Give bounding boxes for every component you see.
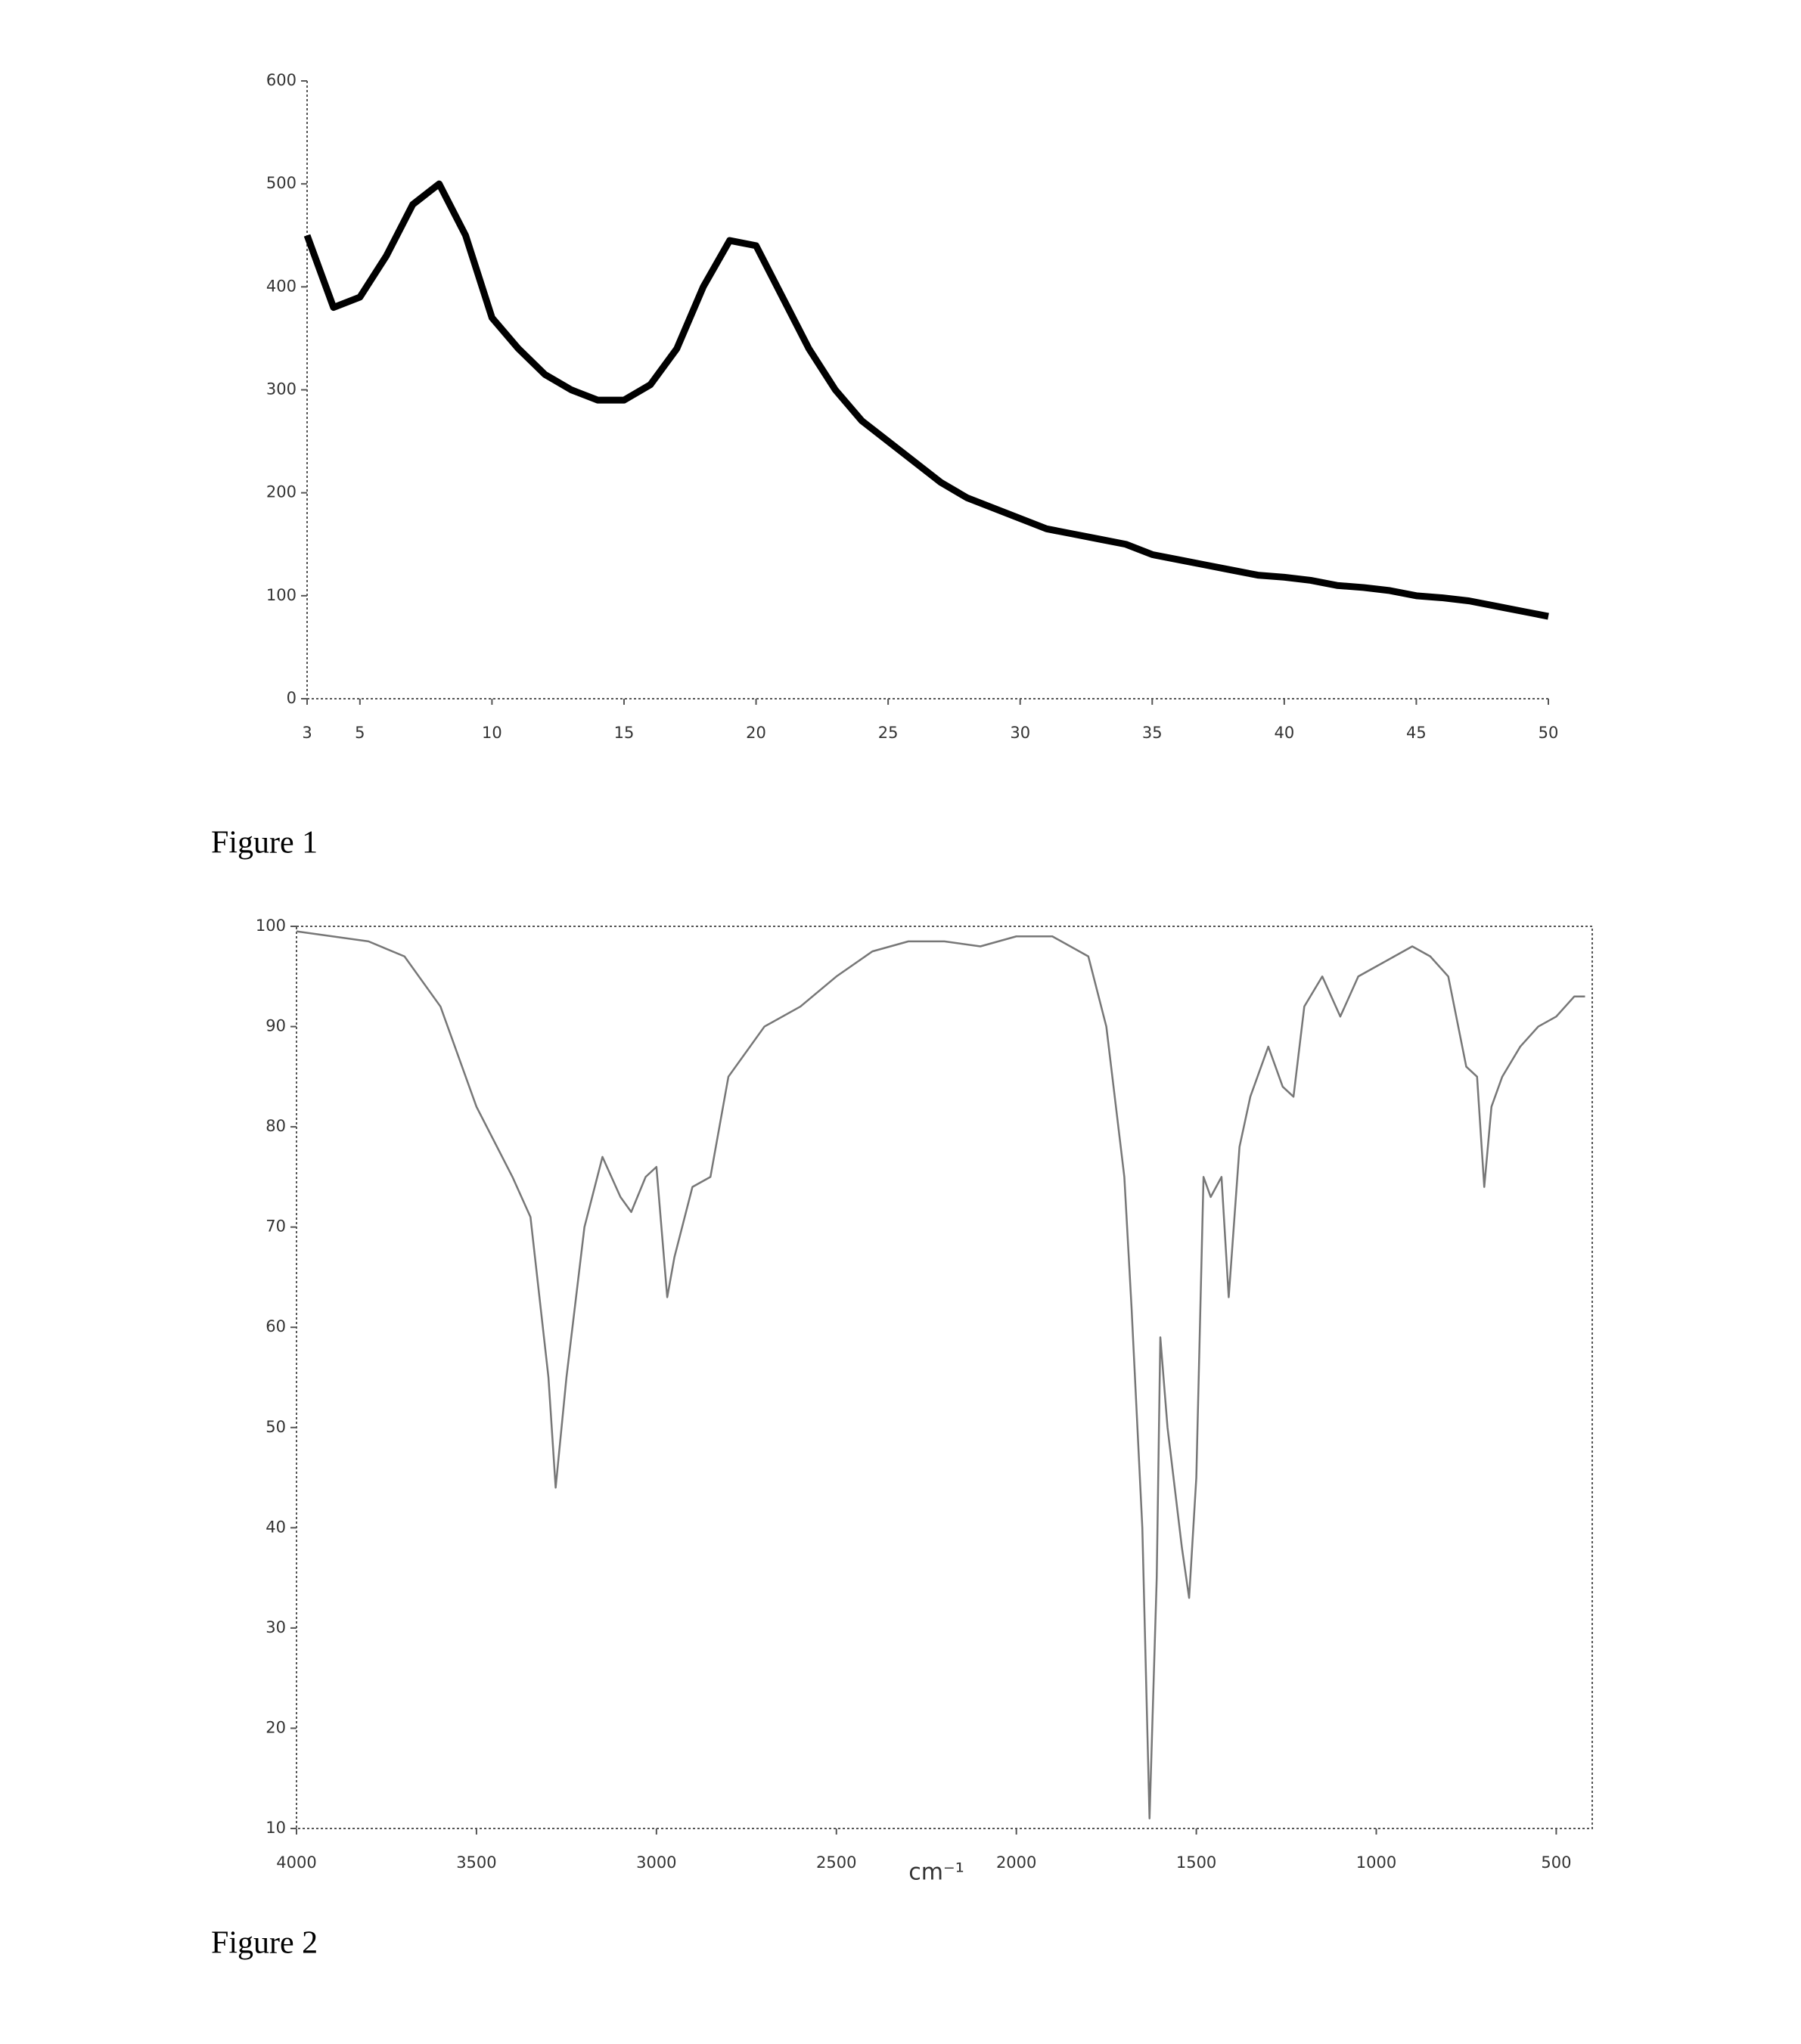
- y-tick-label: 10: [265, 1819, 286, 1837]
- x-tick-label: 4000: [276, 1853, 316, 1872]
- x-tick-label: 5: [355, 724, 365, 742]
- x-tick-label: 35: [1142, 724, 1163, 742]
- plot-frame: [297, 926, 1592, 1828]
- y-tick-label: 300: [266, 380, 297, 399]
- x-tick-label: 1000: [1356, 1853, 1396, 1872]
- x-tick-label: 40: [1274, 724, 1294, 742]
- y-tick-label: 500: [266, 174, 297, 192]
- x-tick-label: 30: [1010, 724, 1030, 742]
- x-tick-label: 25: [878, 724, 899, 742]
- y-tick-label: 0: [287, 689, 297, 707]
- y-tick-label: 20: [265, 1718, 286, 1736]
- x-tick-label: 2500: [816, 1853, 856, 1872]
- x-tick-label: 45: [1406, 724, 1427, 742]
- x-axis-label: cm⁻¹: [908, 1859, 964, 1886]
- data-line: [307, 184, 1548, 616]
- figure-caption: Figure 2: [211, 1926, 318, 1961]
- x-tick-label: 50: [1539, 724, 1559, 742]
- x-tick-label: 1500: [1176, 1853, 1216, 1872]
- y-tick-label: 70: [265, 1217, 286, 1236]
- data-line: [297, 932, 1585, 1819]
- x-tick-label: 20: [746, 724, 766, 742]
- x-tick-label: 15: [614, 724, 635, 742]
- x-tick-label: 3000: [636, 1853, 676, 1872]
- y-tick-label: 50: [265, 1418, 286, 1436]
- y-tick-label: 600: [266, 71, 297, 89]
- x-tick-label: 500: [1541, 1853, 1571, 1872]
- x-tick-label: 3500: [456, 1853, 496, 1872]
- y-tick-label: 90: [265, 1017, 286, 1035]
- x-tick-label: 10: [482, 724, 502, 742]
- y-tick-label: 100: [256, 917, 286, 935]
- y-tick-label: 80: [265, 1117, 286, 1135]
- x-tick-label: 3: [302, 724, 312, 742]
- y-tick-label: 100: [266, 586, 297, 604]
- y-tick-label: 60: [265, 1317, 286, 1335]
- y-tick-label: 30: [265, 1618, 286, 1636]
- figure-caption: Figure 1: [211, 826, 318, 861]
- y-tick-label: 400: [266, 277, 297, 295]
- x-tick-label: 2000: [996, 1853, 1036, 1872]
- y-tick-label: 200: [266, 483, 297, 501]
- y-tick-label: 40: [265, 1518, 286, 1536]
